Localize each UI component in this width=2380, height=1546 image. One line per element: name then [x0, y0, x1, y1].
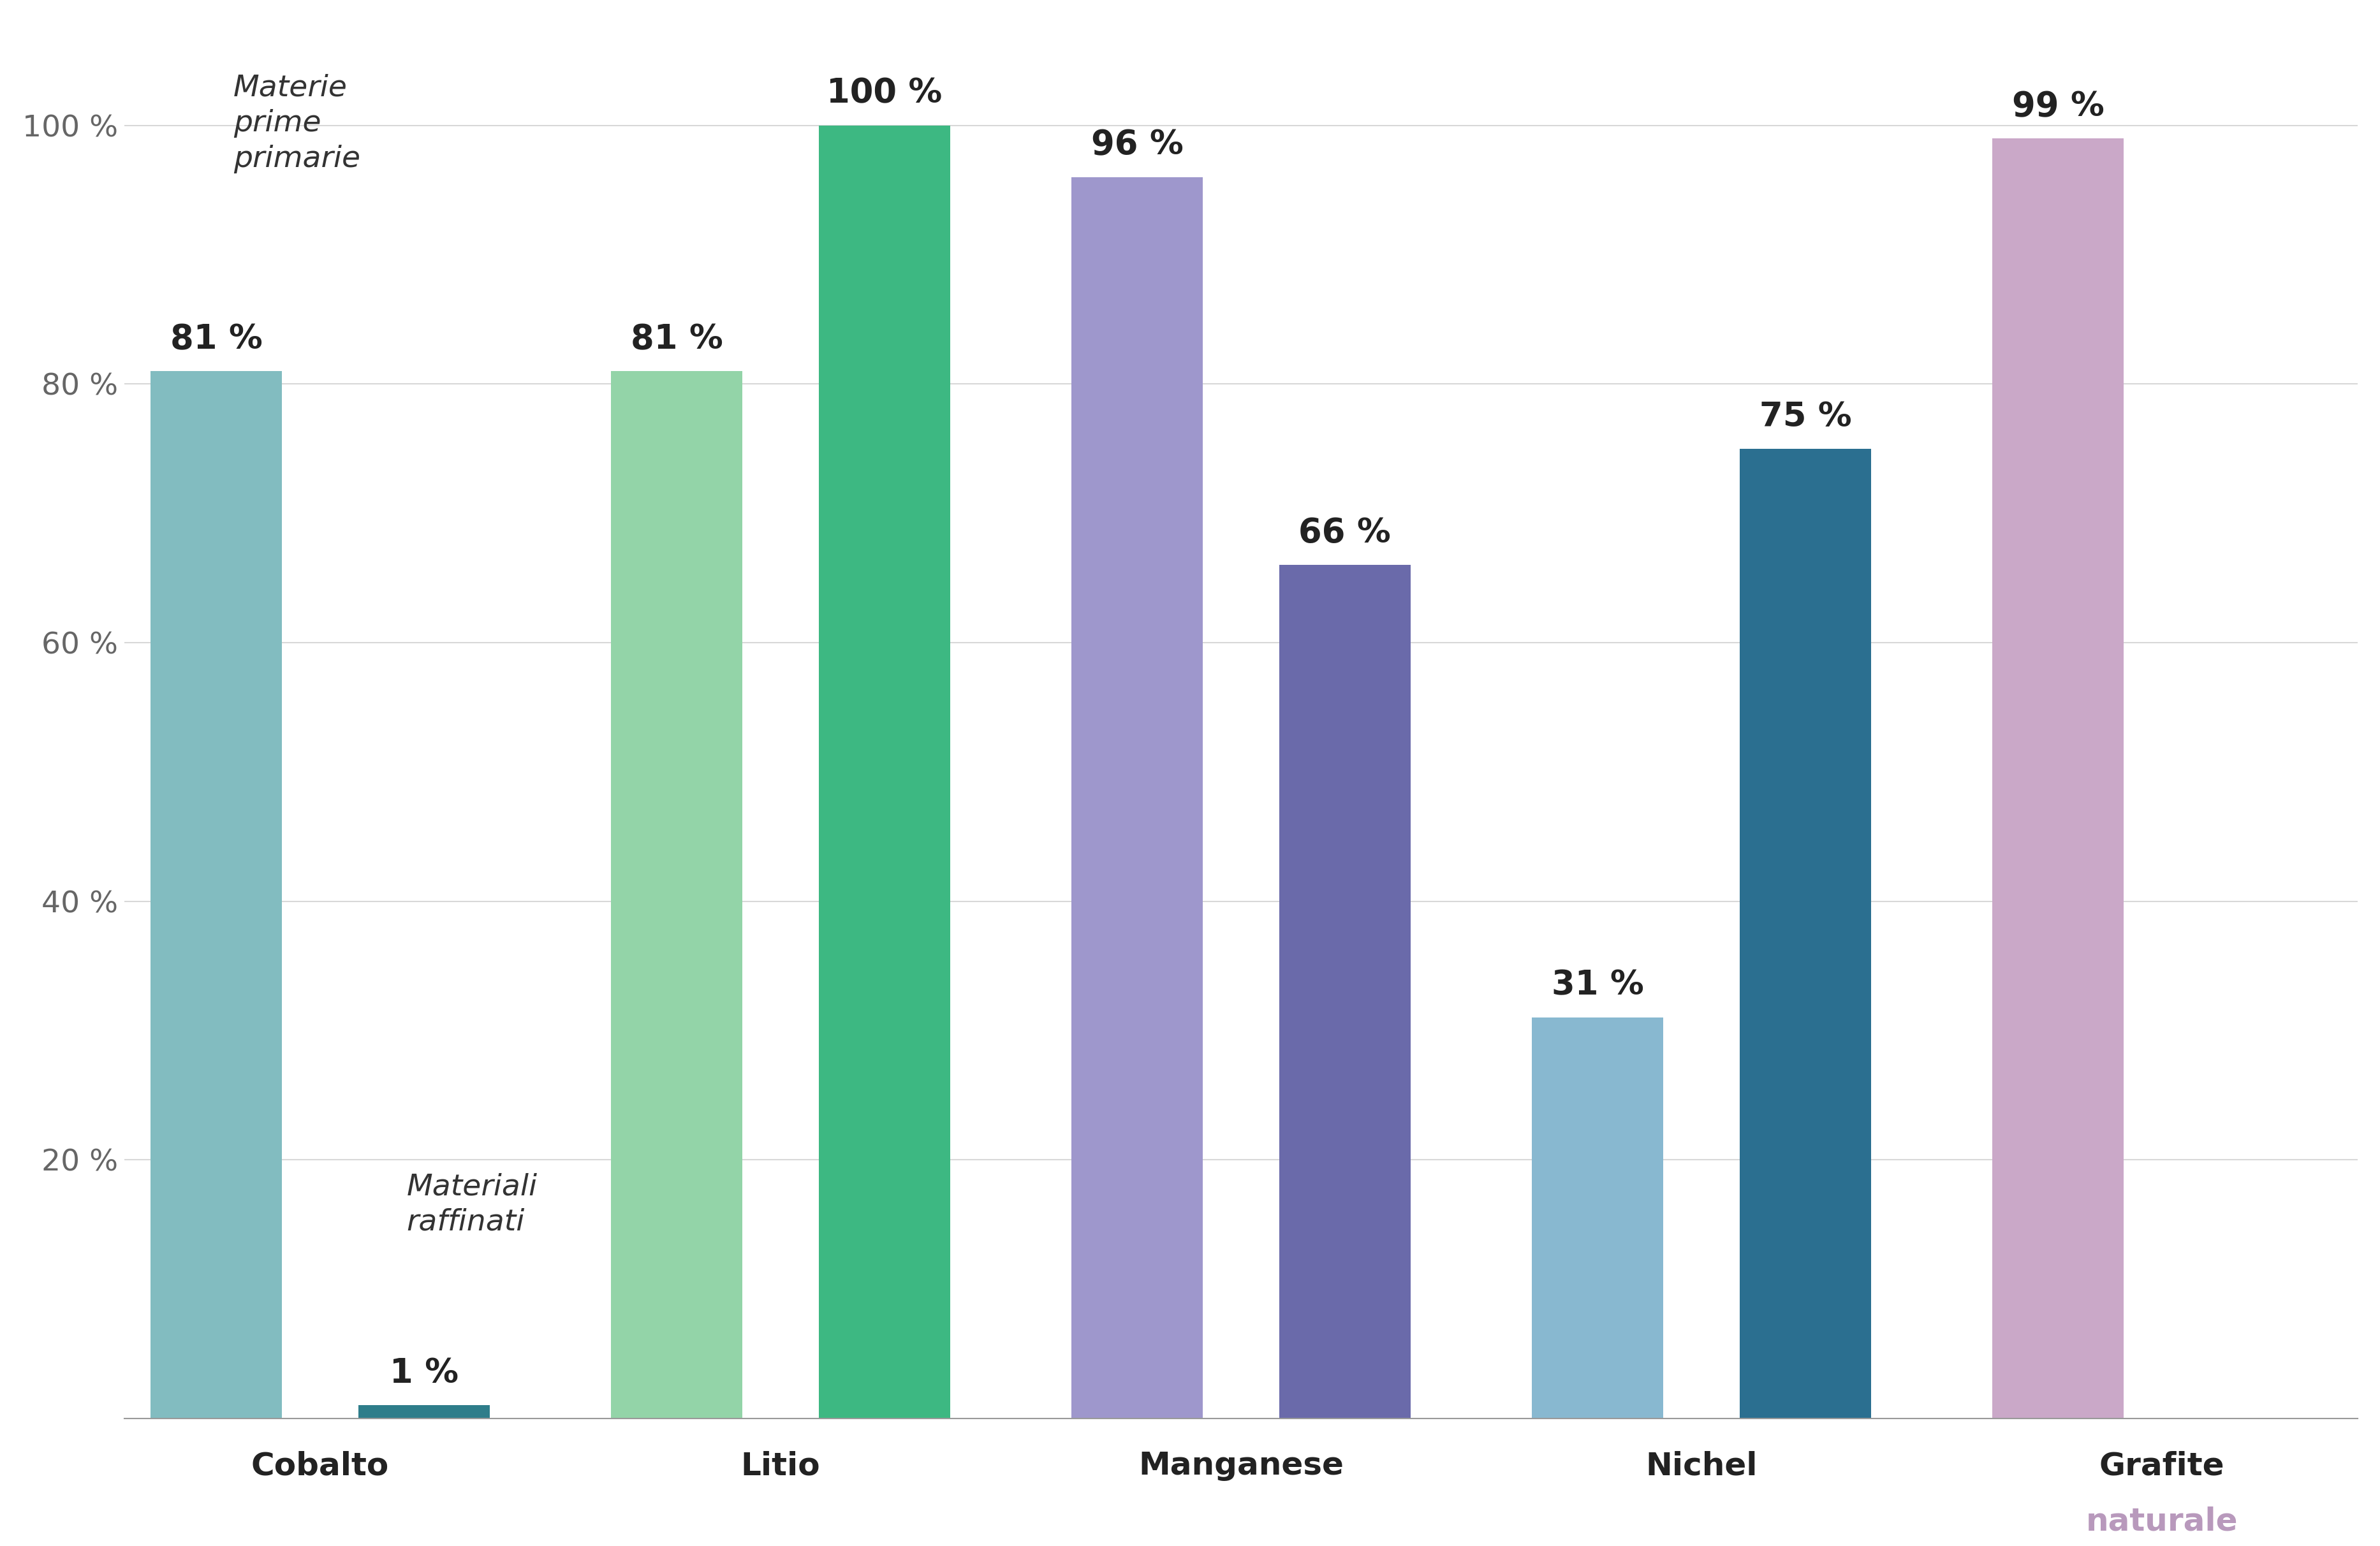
Bar — [612, 371, 743, 1418]
Bar — [1992, 139, 2123, 1418]
Bar — [150, 371, 281, 1418]
Bar — [1533, 1017, 1664, 1418]
Text: 75 %: 75 % — [1759, 400, 1852, 433]
Text: 81 %: 81 % — [631, 323, 724, 356]
Text: 99 %: 99 % — [2011, 90, 2104, 124]
Text: Materiali
raffinati: Materiali raffinati — [407, 1173, 538, 1237]
Bar — [1071, 178, 1202, 1418]
Text: naturale: naturale — [2085, 1506, 2237, 1537]
Text: 66 %: 66 % — [1299, 516, 1390, 549]
Text: 96 %: 96 % — [1090, 128, 1183, 162]
Text: 1 %: 1 % — [390, 1357, 459, 1390]
Text: 100 %: 100 % — [826, 77, 942, 110]
Text: Litio: Litio — [740, 1450, 821, 1481]
Text: 31 %: 31 % — [1552, 969, 1645, 1002]
Bar — [357, 1405, 490, 1418]
Bar — [819, 125, 950, 1418]
Text: Nichel: Nichel — [1645, 1450, 1756, 1481]
Text: Cobalto: Cobalto — [250, 1450, 388, 1481]
Text: Manganese: Manganese — [1138, 1450, 1345, 1481]
Text: Materie
prime
primarie: Materie prime primarie — [233, 74, 359, 173]
Text: 81 %: 81 % — [169, 323, 262, 356]
Bar — [1740, 448, 1871, 1418]
Text: Grafite: Grafite — [2099, 1450, 2225, 1481]
Bar — [1278, 566, 1411, 1418]
